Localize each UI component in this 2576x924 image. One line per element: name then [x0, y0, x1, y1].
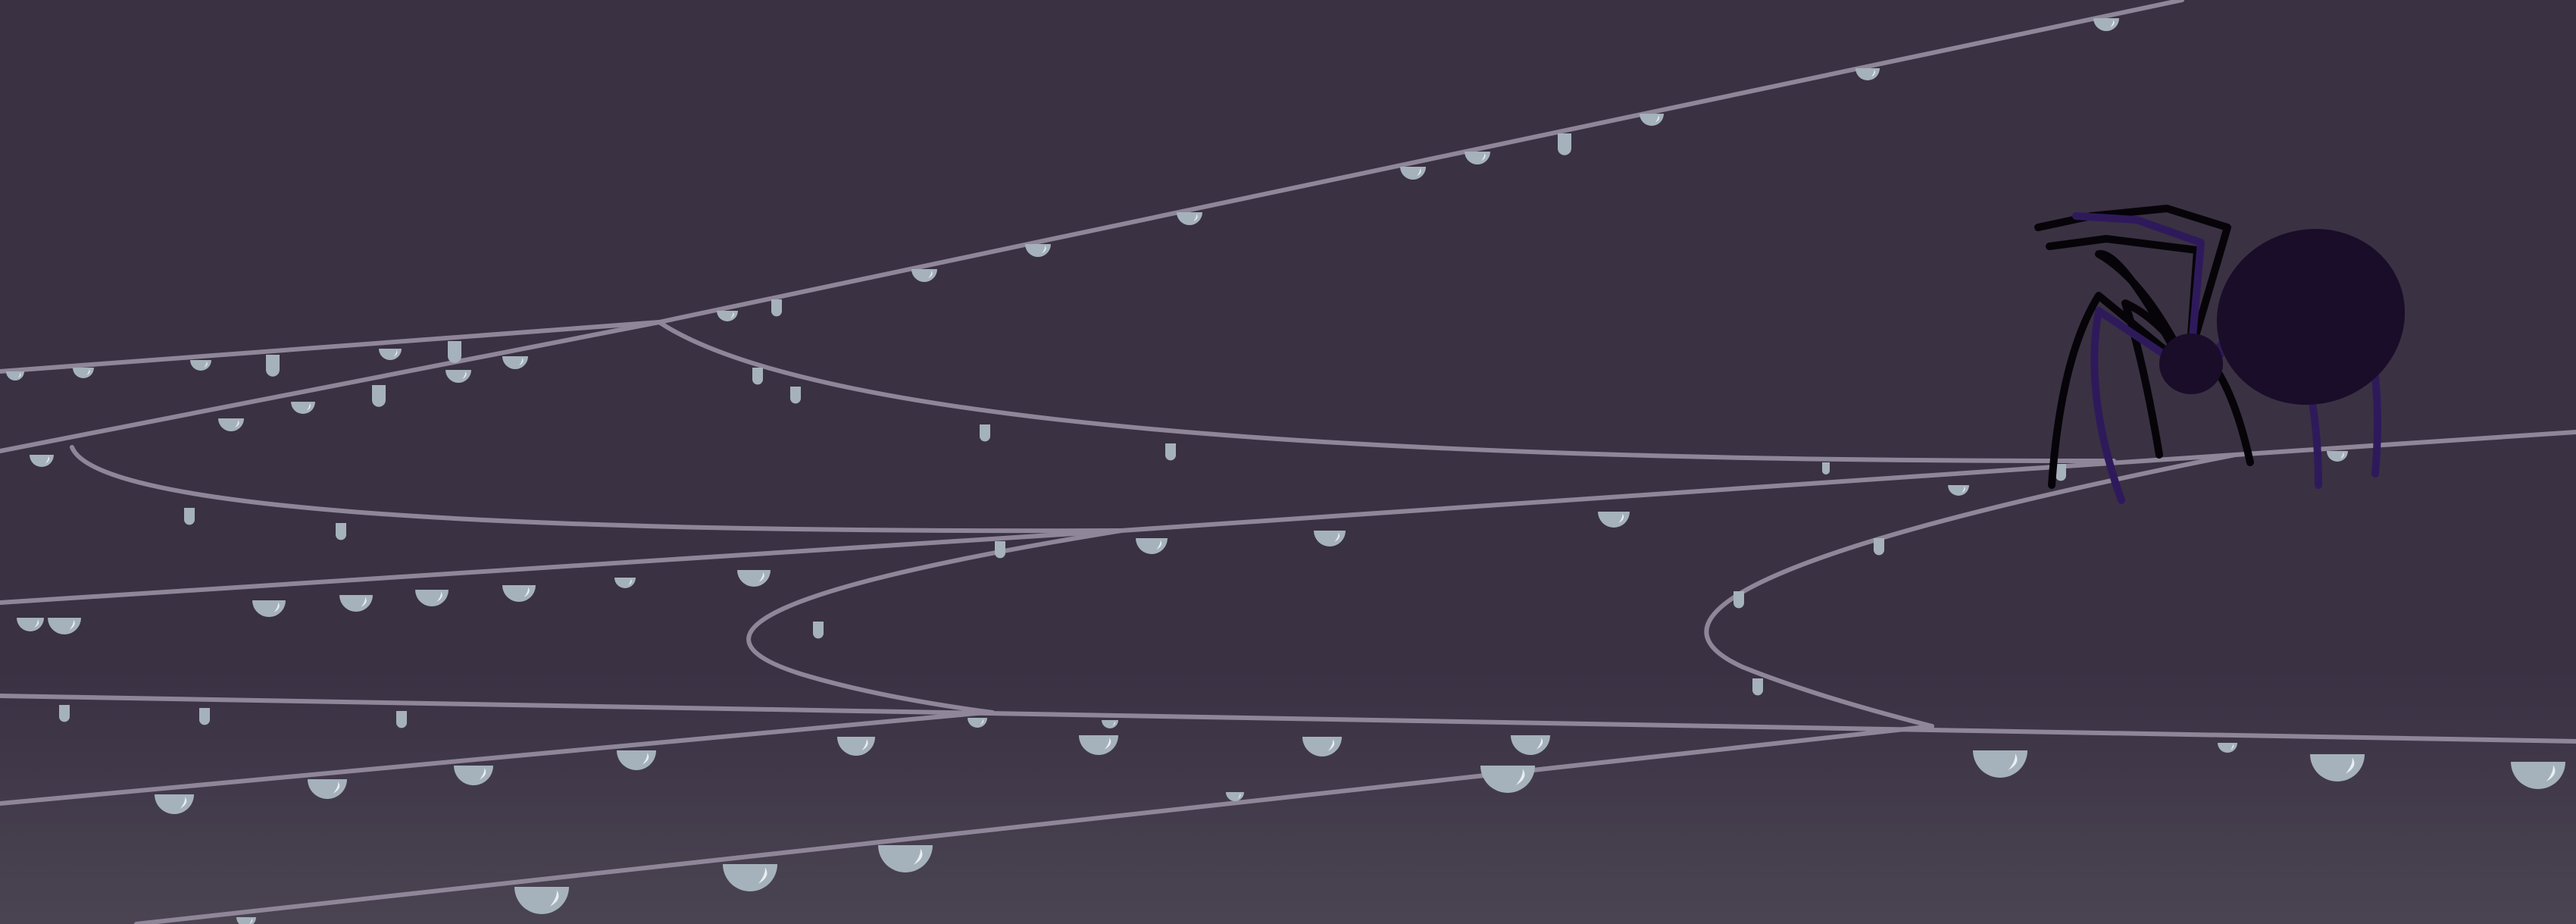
dewdrop — [723, 864, 777, 891]
dewdrop — [514, 887, 569, 914]
dewdrop — [1558, 133, 1571, 155]
dewdrop — [454, 766, 493, 785]
dewdrop — [415, 590, 449, 606]
web-strand-loop-left — [746, 528, 1124, 715]
dewdrop — [17, 618, 44, 631]
dewdrop — [308, 779, 347, 799]
dewdrop — [771, 299, 782, 317]
dewdrop — [236, 917, 256, 924]
dewdrop — [837, 737, 875, 756]
dewdrop — [396, 711, 407, 728]
dewdrop — [336, 523, 346, 540]
dewdrop — [59, 705, 70, 722]
dewdrop — [1511, 735, 1550, 755]
web-strand-diagonal-1 — [0, 710, 987, 806]
dewdrop — [190, 360, 211, 371]
dewdrop — [339, 595, 373, 612]
dewdrop — [2327, 451, 2348, 462]
dewdrop — [1973, 750, 2027, 778]
dewdrop — [995, 541, 1005, 559]
dewdrops — [6, 18, 2565, 924]
web-strand-upper — [0, 320, 661, 453]
dewdrop — [448, 341, 461, 363]
dewdrop — [48, 618, 81, 634]
web-strand-sag-left — [70, 445, 1124, 534]
dewdrop — [218, 418, 244, 431]
dewdrop — [790, 387, 801, 404]
web-strand-diagonal-2 — [134, 724, 1934, 924]
dewdrop — [813, 622, 824, 639]
spider-head — [2159, 334, 2223, 394]
dewdrop — [1102, 720, 1118, 728]
web-strand-middle — [0, 430, 2576, 605]
dewdrop — [1874, 538, 1884, 556]
dewdrop — [1314, 531, 1346, 547]
dewdrop — [614, 578, 636, 588]
dewdrop — [737, 570, 771, 587]
dewdrop — [617, 750, 656, 770]
web-strand-sag-right — [657, 320, 2116, 464]
dewdrop — [30, 455, 54, 467]
dewdrop — [1226, 792, 1244, 801]
dewdrop — [1177, 212, 1202, 225]
dewdrop — [1733, 591, 1744, 609]
dewdrop — [1480, 766, 1535, 793]
dewdrop — [184, 508, 195, 525]
dewdrop — [1025, 244, 1051, 257]
dewdrop — [445, 370, 471, 383]
dewdrop — [1822, 462, 1830, 475]
dewdrop — [1136, 538, 1168, 554]
dewdrop — [717, 311, 738, 321]
dewdrop — [1079, 735, 1118, 755]
dewdrop — [73, 368, 94, 378]
dewdrop — [878, 845, 933, 872]
dewdrop — [1640, 114, 1664, 126]
web-strand-lower — [0, 694, 2576, 744]
dewdrop — [752, 368, 763, 385]
dewdrop — [266, 355, 280, 377]
dewdrop — [1165, 443, 1176, 461]
dewdrop — [291, 402, 315, 414]
dewdrop — [502, 585, 536, 602]
dewdrop — [1752, 678, 1763, 696]
dewdrop — [2055, 464, 2066, 481]
dewdrop — [1302, 737, 1342, 756]
dewdrop — [968, 718, 987, 728]
dewdrop — [2218, 743, 2237, 753]
dewdrop — [1948, 485, 1969, 496]
spider-abdomen — [2216, 229, 2406, 405]
spider — [2034, 205, 2406, 504]
dewdrop — [199, 708, 210, 725]
dewdrop — [2511, 762, 2565, 789]
dewdrop — [502, 356, 528, 369]
dewdrop — [372, 385, 386, 407]
dewdrop — [911, 269, 937, 282]
dewdrop — [2310, 754, 2365, 781]
dewdrop — [6, 371, 24, 381]
web-strand-loop-right — [1704, 453, 2237, 728]
dewdrop — [1598, 512, 1630, 528]
dewdrop — [379, 349, 402, 360]
dewdrop — [252, 600, 286, 617]
dewdrop — [2093, 18, 2119, 31]
dewdrop — [155, 794, 194, 814]
dewdrop — [1400, 167, 1426, 180]
dewdrop — [980, 424, 990, 442]
dewdrop — [1465, 152, 1490, 164]
dewdrop — [1855, 68, 1880, 80]
